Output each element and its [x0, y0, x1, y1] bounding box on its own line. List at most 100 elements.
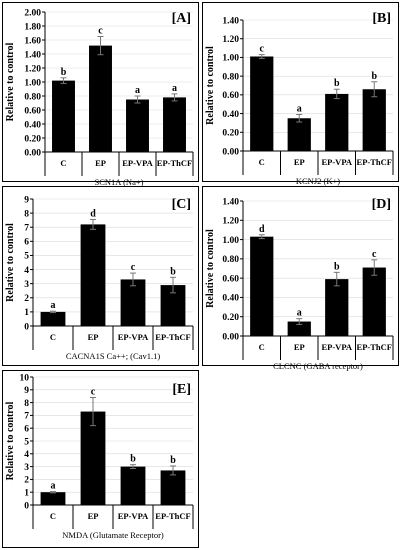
y-tick-label: 0.40	[222, 294, 239, 304]
bar-ep-vpa	[325, 93, 349, 151]
significance-letter: a	[297, 104, 302, 115]
y-tick-label: 1.20	[222, 217, 239, 227]
y-tick-label: 4	[24, 266, 29, 276]
y-tick-label: 6	[24, 238, 29, 248]
y-tick-label: 3	[24, 463, 29, 473]
significance-letter: b	[371, 71, 377, 82]
panel-label: [C]	[172, 197, 191, 212]
category-label: EP-ThCF	[357, 342, 392, 352]
category-label: EP-ThCF	[157, 158, 192, 168]
y-tick-label: 0.20	[222, 313, 239, 323]
y-axis-title: Relative to control	[5, 401, 16, 480]
panel-label: [D]	[372, 197, 391, 212]
chart-panel-3: 0 1 2 3 4 5 6 7 8 9 a Cd EP c EP-VPA b EP-ThCF CACNA1S Ca…	[2, 186, 199, 366]
y-tick-label: 0.20	[24, 134, 41, 144]
bar-c	[40, 492, 66, 505]
bar-ep-thcf	[362, 89, 386, 151]
y-tick-label: 1.80	[24, 22, 41, 32]
chart-panel-4: 0.00 0.20 0.40 0.60 0.80 1.00 1.20 1.40 d Ca EP b EP…	[202, 186, 399, 371]
bar-ep-thcf	[163, 97, 186, 152]
significance-letter: a	[51, 300, 56, 311]
y-tick-label: 1.40	[222, 16, 239, 26]
y-axis-title: Relative to control	[5, 223, 16, 302]
bar-ep-thcf	[362, 267, 386, 336]
significance-letter: d	[90, 208, 96, 219]
category-label: EP-ThCF	[357, 157, 392, 167]
y-tick-label: 2.00	[24, 8, 41, 18]
category-label: EP	[95, 158, 106, 168]
category-label: C	[60, 158, 66, 168]
category-label: EP-ThCF	[155, 332, 190, 342]
y-tick-label: 0.60	[222, 274, 239, 284]
y-tick-label: 5	[24, 252, 29, 262]
x-axis-title: CLCNC (GABA receptor)	[273, 361, 363, 371]
bar-ep-thcf	[160, 470, 186, 505]
x-axis-title: CACNA1S Ca++; (Cav1.1)	[66, 351, 161, 361]
y-tick-label: 1.20	[24, 64, 41, 74]
bar-ep	[80, 411, 106, 505]
bar-c	[52, 80, 75, 152]
category-label: EP-ThCF	[155, 511, 190, 521]
significance-letter: b	[130, 454, 136, 465]
bar-ep-vpa	[120, 466, 146, 505]
y-tick-label: 1.40	[24, 50, 41, 60]
category-label: EP	[294, 342, 305, 352]
bar-c	[250, 56, 274, 151]
y-tick-label: 1	[24, 308, 29, 318]
significance-letter: b	[61, 67, 67, 78]
y-tick-label: 1.40	[222, 197, 239, 207]
y-tick-label: 3	[24, 280, 29, 290]
significance-letter: a	[51, 481, 56, 492]
bar-ep-vpa	[120, 279, 146, 326]
y-tick-label: 10	[20, 373, 30, 383]
significance-letter: a	[172, 83, 177, 94]
category-label: EP-VPA	[118, 511, 149, 521]
y-tick-label: 9	[24, 386, 29, 396]
chart-panel-1: 0.00 0.20 0.40 0.60 0.80 1.00 1.20 1.40 1.60 1.80…	[2, 2, 199, 187]
category-label: EP	[88, 511, 99, 521]
panel-label: [E]	[172, 382, 191, 397]
category-label: EP	[294, 157, 305, 167]
y-tick-label: 0.80	[24, 92, 41, 102]
panel-label: [A]	[172, 11, 191, 26]
bar-ep-vpa	[325, 279, 349, 336]
y-tick-label: 4	[24, 450, 29, 460]
x-axis-title: KCNJ2 (K+)	[296, 176, 340, 186]
y-tick-label: 6	[24, 425, 29, 435]
category-label: C	[259, 157, 265, 167]
bar-c	[40, 311, 66, 326]
category-label: C	[259, 342, 265, 352]
y-tick-label: 0	[24, 501, 29, 511]
significance-letter: a	[135, 85, 140, 96]
y-tick-label: 5	[24, 437, 29, 447]
y-tick-label: 7	[24, 224, 29, 234]
x-axis-title: NMDA (Glutamate Receptor)	[62, 530, 164, 540]
category-label: EP-VPA	[321, 342, 352, 352]
significance-letter: b	[334, 78, 340, 89]
y-axis-title: Relative to control	[205, 46, 216, 125]
y-tick-label: 0.20	[222, 129, 239, 139]
significance-letter: b	[170, 455, 176, 466]
x-axis-title: SCN1A (Na+)	[95, 177, 144, 187]
y-tick-label: 0	[24, 322, 29, 332]
y-tick-label: 0.40	[222, 110, 239, 120]
y-tick-label: 0.60	[24, 106, 41, 116]
significance-letter: d	[259, 224, 265, 235]
significance-letter: c	[91, 386, 96, 397]
y-tick-label: 1.00	[24, 78, 41, 88]
y-tick-label: 8	[24, 209, 29, 219]
y-tick-label: 0.80	[222, 72, 239, 82]
category-label: EP-VPA	[118, 332, 149, 342]
y-tick-label: 1.20	[222, 35, 239, 45]
significance-letter: c	[131, 262, 136, 273]
bar-ep	[287, 118, 311, 151]
significance-letter: b	[334, 261, 340, 272]
bar-ep	[80, 224, 106, 326]
category-label: EP-VPA	[122, 158, 153, 168]
significance-letter: b	[170, 266, 176, 277]
y-axis-title: Relative to control	[5, 42, 16, 121]
y-tick-label: 0.00	[222, 147, 239, 157]
significance-letter: a	[297, 308, 302, 319]
significance-letter: c	[372, 249, 377, 260]
y-tick-label: 1.00	[222, 236, 239, 246]
